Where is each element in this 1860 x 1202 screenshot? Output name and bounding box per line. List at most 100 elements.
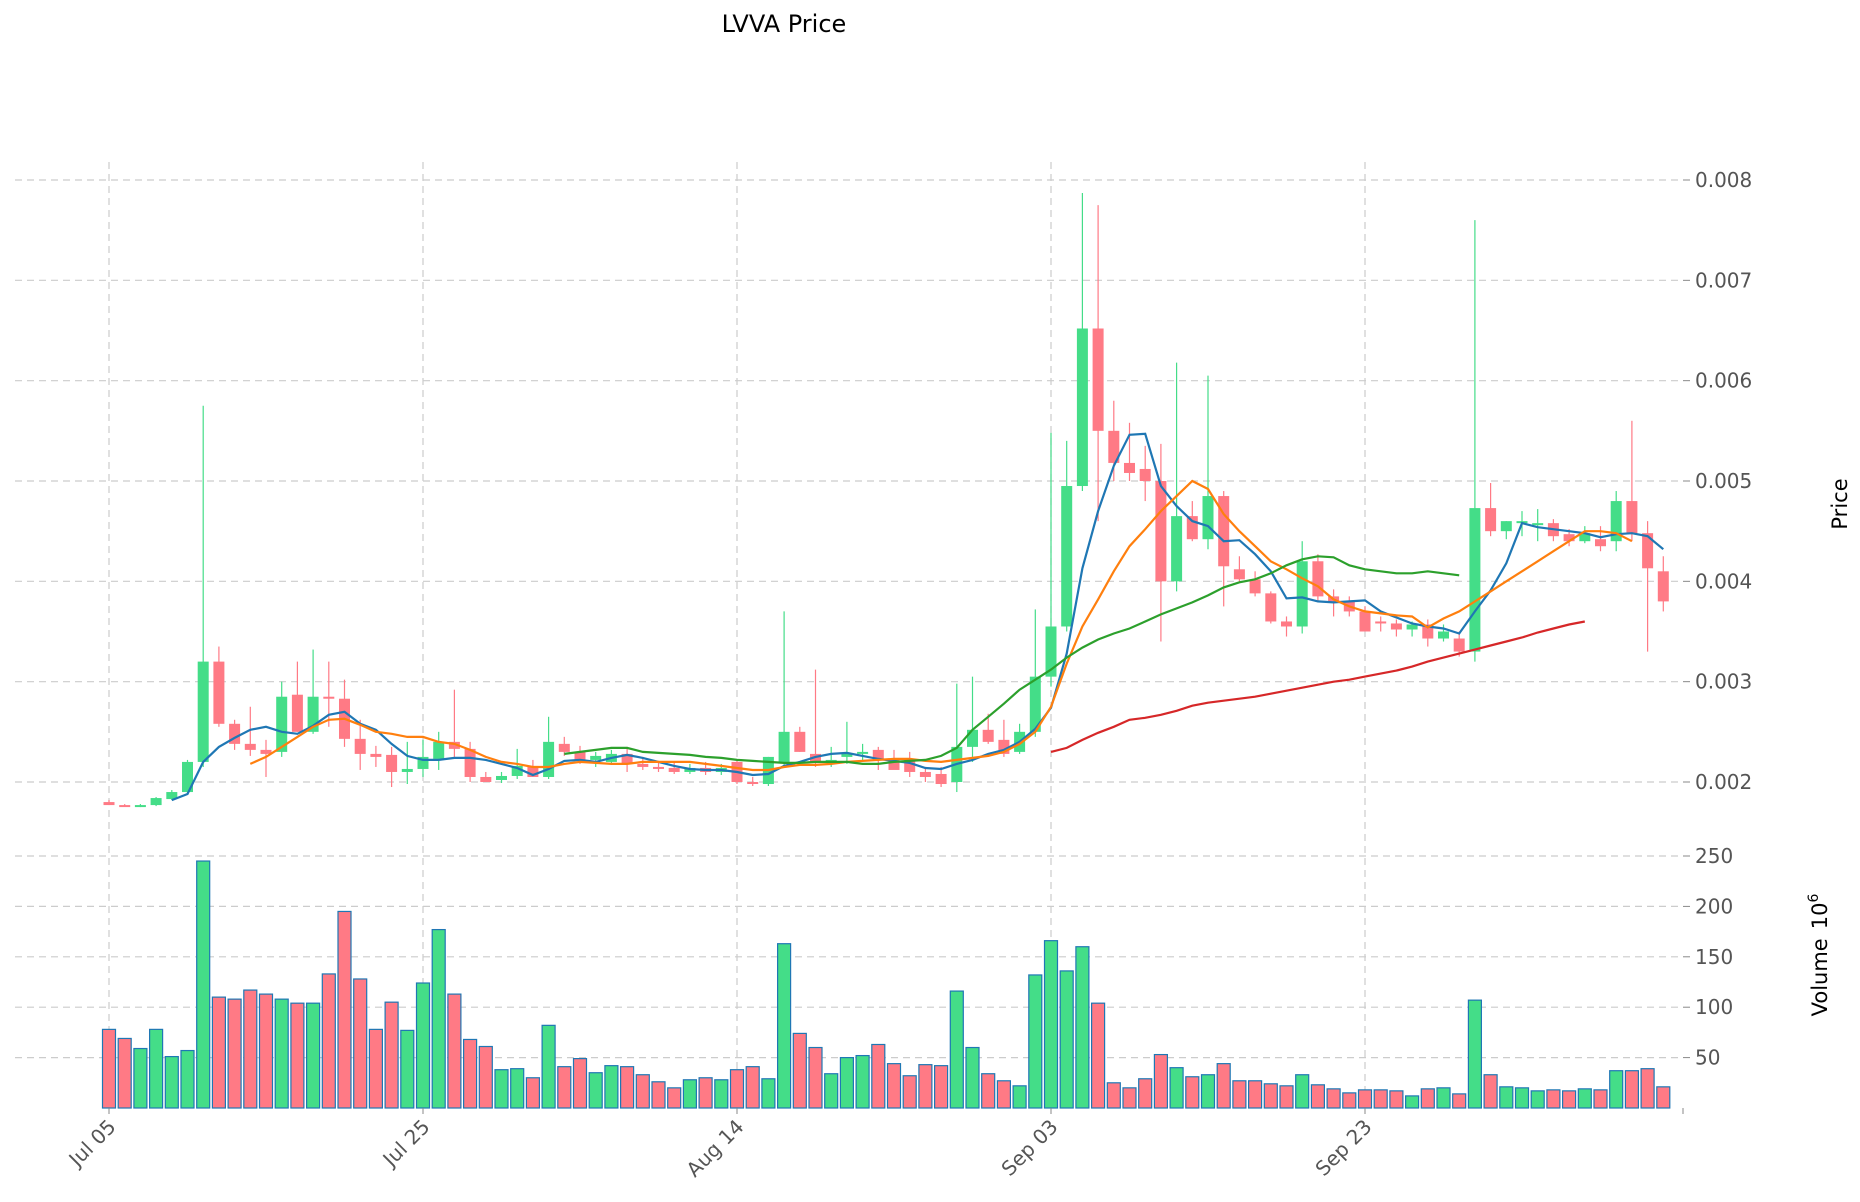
candle-body: [1249, 579, 1261, 594]
volume-bar: [635, 1074, 650, 1109]
x-tick-label: Jul 25: [377, 1115, 435, 1173]
volume-bar: [1247, 1080, 1263, 1109]
candle-body: [590, 755, 602, 760]
volume-bar: [494, 1069, 509, 1109]
volume-bar: [1310, 1084, 1326, 1109]
volume-tick-label: 100: [1695, 995, 1733, 1019]
price-tick-label: 0.007: [1695, 268, 1752, 292]
candle-body: [1642, 533, 1654, 569]
volume-bar: [478, 1045, 493, 1109]
candle-body: [417, 756, 429, 769]
volume-bar: [321, 973, 336, 1109]
volume-bar: [572, 1058, 588, 1109]
volume-bar: [1216, 1063, 1231, 1109]
volume-bar: [776, 943, 792, 1109]
volume-bar: [902, 1075, 917, 1109]
candle-body: [197, 661, 209, 762]
volume-bar: [1185, 1076, 1200, 1109]
candle-body: [574, 751, 586, 760]
candle-body: [1124, 462, 1135, 473]
volume-bar: [1561, 1090, 1577, 1109]
volume-bar: [1326, 1088, 1341, 1109]
volume-bar: [1404, 1095, 1420, 1109]
volume-bar: [1138, 1078, 1153, 1109]
candle-body: [1485, 508, 1497, 532]
volume-bar: [588, 1072, 603, 1109]
volume-bar: [1232, 1080, 1247, 1109]
volume-bar: [619, 1066, 635, 1109]
candle-body: [291, 694, 303, 732]
volume-bar: [1530, 1090, 1545, 1109]
candle-body: [653, 766, 664, 769]
candle-body: [1171, 516, 1183, 582]
candle-body: [1595, 539, 1606, 547]
candle-body: [276, 696, 288, 752]
volume-bar: [1483, 1074, 1498, 1109]
candle-body: [794, 731, 806, 752]
volume-bar: [1546, 1089, 1561, 1109]
volume-bar: [1577, 1088, 1592, 1109]
candle-body: [386, 754, 398, 772]
candle-body: [480, 776, 492, 782]
candle-body: [511, 765, 523, 776]
candle-body: [621, 753, 633, 764]
volume-bar: [1122, 1087, 1137, 1109]
candle-body: [558, 743, 570, 752]
volume-bar: [1656, 1086, 1671, 1109]
volume-bar: [353, 978, 368, 1109]
volume-axis-exponent: 6: [1806, 894, 1822, 903]
volume-bar: [1499, 1086, 1514, 1109]
volume-bar: [1200, 1074, 1216, 1109]
candle-body: [229, 723, 241, 744]
volume-tick-label: 200: [1695, 894, 1733, 918]
candle-body: [1186, 516, 1198, 540]
volume-axis-label: Volume: [1808, 938, 1832, 1016]
candle-body: [260, 749, 272, 754]
candle-body: [637, 763, 649, 767]
candle-body: [370, 753, 382, 757]
volume-tick-label: 250: [1695, 844, 1733, 868]
candle-body: [401, 768, 413, 772]
candle-body: [433, 741, 445, 759]
candle-body: [134, 805, 146, 808]
volume-bar: [211, 996, 226, 1109]
volume-bar: [1090, 1002, 1106, 1109]
candle-body: [998, 739, 1010, 754]
candle-body: [1375, 621, 1387, 624]
candle-body: [1579, 533, 1591, 542]
ma-blue-line: [171, 432, 1665, 802]
candle-body: [1390, 623, 1402, 630]
volume-bar: [1342, 1092, 1357, 1109]
candle-body: [1155, 481, 1167, 582]
volume-bar: [1373, 1089, 1388, 1109]
volume-bar: [918, 1064, 933, 1109]
candle-body: [464, 748, 476, 777]
volume-bar: [1640, 1068, 1655, 1109]
volume-bar: [1452, 1093, 1467, 1109]
candle-body: [1469, 508, 1481, 652]
candle-body: [496, 775, 507, 780]
candle-body: [1202, 496, 1214, 540]
candle-body: [1061, 486, 1073, 627]
volume-bar: [1295, 1074, 1310, 1109]
candle-body: [1657, 571, 1669, 602]
volume-bar: [337, 910, 352, 1109]
volume-tick-label: 50: [1695, 1046, 1720, 1070]
volume-bar: [604, 1065, 619, 1109]
price-tick-label: 0.004: [1695, 569, 1752, 593]
chart-title: LVVA Price: [721, 10, 847, 38]
volume-bar: [1624, 1070, 1640, 1109]
volume-bar: [714, 1079, 729, 1109]
volume-bar: [1043, 940, 1059, 1109]
volume-bar: [415, 982, 431, 1109]
volume-bar: [839, 1056, 855, 1109]
candle-body: [166, 792, 178, 800]
volume-bar: [824, 1073, 839, 1109]
candle-body: [448, 741, 460, 749]
price-tick-label: 0.008: [1695, 168, 1752, 192]
volume-bar: [1169, 1067, 1184, 1109]
ma-red-line: [1050, 620, 1586, 753]
volume-bar: [981, 1073, 996, 1109]
volume-bar: [274, 998, 289, 1109]
volume-bar: [1609, 1070, 1624, 1109]
